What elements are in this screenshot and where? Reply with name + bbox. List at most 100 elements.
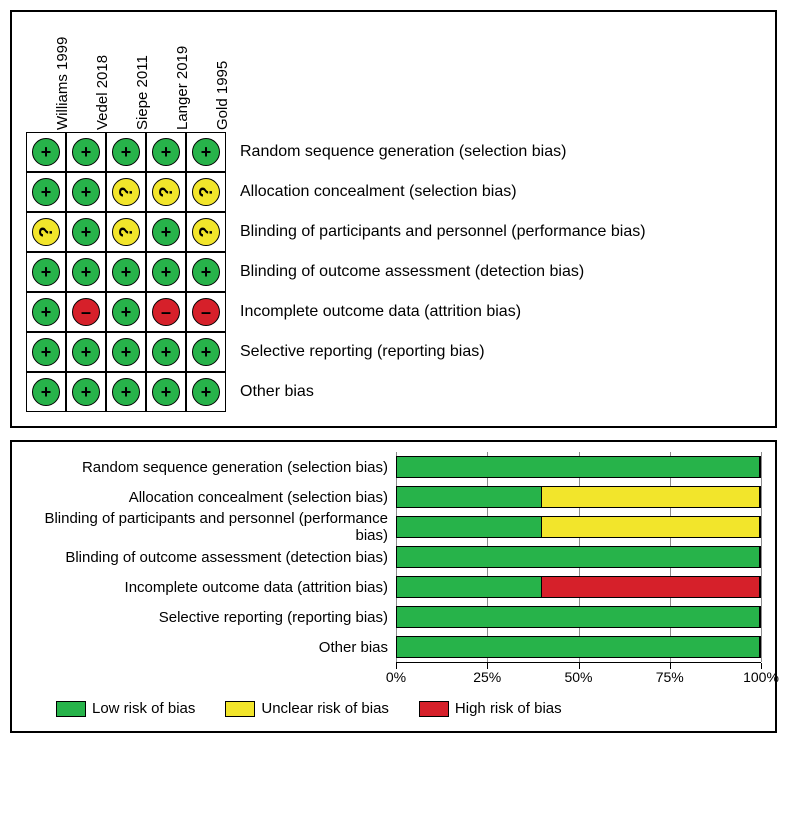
- summary-row: Allocation concealment (selection bias): [26, 482, 761, 512]
- bar-segment-high: [542, 577, 760, 597]
- grid-cell: ?: [106, 212, 146, 252]
- domain-label: Selective reporting (reporting bias): [226, 343, 485, 361]
- domain-label: Blinding of outcome assessment (detectio…: [226, 263, 584, 281]
- grid-cell: +: [146, 252, 186, 292]
- grid-cell: +: [26, 292, 66, 332]
- grid-cell: +: [186, 252, 226, 292]
- grid-cell: +: [146, 372, 186, 412]
- low-risk-icon: +: [112, 258, 140, 286]
- low-risk-icon: +: [32, 378, 60, 406]
- legend-label-unclear: Unclear risk of bias: [261, 700, 389, 717]
- risk-of-bias-grid-panel: Williams 1999Vedel 2018Siepe 2011Langer …: [10, 10, 777, 428]
- summary-label: Allocation concealment (selection bias): [26, 489, 396, 506]
- summary-label: Random sequence generation (selection bi…: [26, 459, 396, 476]
- bar-segment-low: [397, 487, 542, 507]
- low-risk-icon: +: [112, 378, 140, 406]
- summary-row: Random sequence generation (selection bi…: [26, 452, 761, 482]
- unclear-risk-icon: ?: [112, 218, 140, 246]
- axis-tick-label: 25%: [473, 669, 501, 685]
- grid-cell: –: [66, 292, 106, 332]
- high-risk-icon: –: [72, 298, 100, 326]
- bar-track: [396, 456, 761, 478]
- axis-tick-label: 50%: [564, 669, 592, 685]
- domain-label: Allocation concealment (selection bias): [226, 183, 517, 201]
- axis-tick-label: 100%: [743, 669, 779, 685]
- swatch-unclear: [225, 701, 255, 717]
- unclear-risk-icon: ?: [192, 178, 220, 206]
- axis-tick-label: 0%: [386, 669, 406, 685]
- grid-cell: –: [146, 292, 186, 332]
- low-risk-icon: +: [72, 178, 100, 206]
- low-risk-icon: +: [192, 258, 220, 286]
- low-risk-icon: +: [72, 138, 100, 166]
- bar-track: [396, 606, 761, 628]
- grid-cell: ?: [186, 172, 226, 212]
- legend-item-unclear: Unclear risk of bias: [225, 700, 389, 717]
- grid-cell: ?: [186, 212, 226, 252]
- low-risk-icon: +: [32, 178, 60, 206]
- grid-cell: +: [26, 252, 66, 292]
- grid-cell: +: [66, 132, 106, 172]
- low-risk-icon: +: [152, 258, 180, 286]
- summary-label: Blinding of outcome assessment (detectio…: [26, 549, 396, 566]
- grid-row: +++++Other bias: [26, 372, 646, 412]
- unclear-risk-icon: ?: [112, 178, 140, 206]
- axis-tick-label: 75%: [656, 669, 684, 685]
- legend: Low risk of bias Unclear risk of bias Hi…: [26, 700, 761, 717]
- bar-segment-low: [397, 457, 760, 477]
- grid-cell: +: [26, 172, 66, 212]
- low-risk-icon: +: [152, 378, 180, 406]
- grid-row: +–+––Incomplete outcome data (attrition …: [26, 292, 646, 332]
- study-header: Vedel 2018: [66, 22, 106, 132]
- low-risk-icon: +: [72, 218, 100, 246]
- summary-label: Other bias: [26, 639, 396, 656]
- grid-row: ?+?+?Blinding of participants and person…: [26, 212, 646, 252]
- low-risk-icon: +: [192, 338, 220, 366]
- high-risk-icon: –: [152, 298, 180, 326]
- summary-label: Incomplete outcome data (attrition bias): [26, 579, 396, 596]
- low-risk-icon: +: [112, 338, 140, 366]
- grid-row: + + + + + Blinding of outcome assessment (det…: [26, 252, 646, 292]
- low-risk-icon: +: [112, 138, 140, 166]
- low-risk-icon: +: [72, 258, 100, 286]
- grid-cell: +: [186, 132, 226, 172]
- risk-of-bias-summary-panel: Random sequence generation (selection bi…: [10, 440, 777, 733]
- summary-row: Other bias: [26, 632, 761, 662]
- low-risk-icon: +: [32, 258, 60, 286]
- summary-bars: Random sequence generation (selection bi…: [26, 452, 761, 662]
- bar-track: [396, 576, 761, 598]
- study-headers: Williams 1999Vedel 2018Siepe 2011Langer …: [26, 22, 646, 132]
- study-header: Williams 1999: [26, 22, 66, 132]
- unclear-risk-icon: ?: [192, 218, 220, 246]
- low-risk-icon: +: [32, 338, 60, 366]
- low-risk-icon: +: [72, 378, 100, 406]
- unclear-risk-icon: ?: [32, 218, 60, 246]
- low-risk-icon: +: [32, 298, 60, 326]
- summary-label: Blinding of participants and personnel (…: [26, 510, 396, 544]
- bar-track: [396, 636, 761, 658]
- low-risk-icon: +: [112, 298, 140, 326]
- bar-segment-low: [397, 637, 760, 657]
- high-risk-icon: –: [192, 298, 220, 326]
- low-risk-icon: +: [152, 338, 180, 366]
- grid-cell: +: [146, 212, 186, 252]
- grid-cell: +: [26, 332, 66, 372]
- low-risk-icon: +: [152, 218, 180, 246]
- grid-cell: –: [186, 292, 226, 332]
- summary-row: Incomplete outcome data (attrition bias): [26, 572, 761, 602]
- bar-track: [396, 486, 761, 508]
- domain-label: Incomplete outcome data (attrition bias): [226, 303, 521, 321]
- bar-segment-low: [397, 607, 760, 627]
- bar-segment-low: [397, 517, 542, 537]
- legend-label-low: Low risk of bias: [92, 700, 195, 717]
- grid-cell: +: [66, 212, 106, 252]
- grid-cell: +: [186, 372, 226, 412]
- grid-cell: ?: [146, 172, 186, 212]
- summary-label: Selective reporting (reporting bias): [26, 609, 396, 626]
- grid-cell: +: [66, 332, 106, 372]
- low-risk-icon: +: [192, 378, 220, 406]
- legend-item-low: Low risk of bias: [56, 700, 195, 717]
- swatch-high: [419, 701, 449, 717]
- low-risk-icon: +: [152, 138, 180, 166]
- grid-cell: ?: [26, 212, 66, 252]
